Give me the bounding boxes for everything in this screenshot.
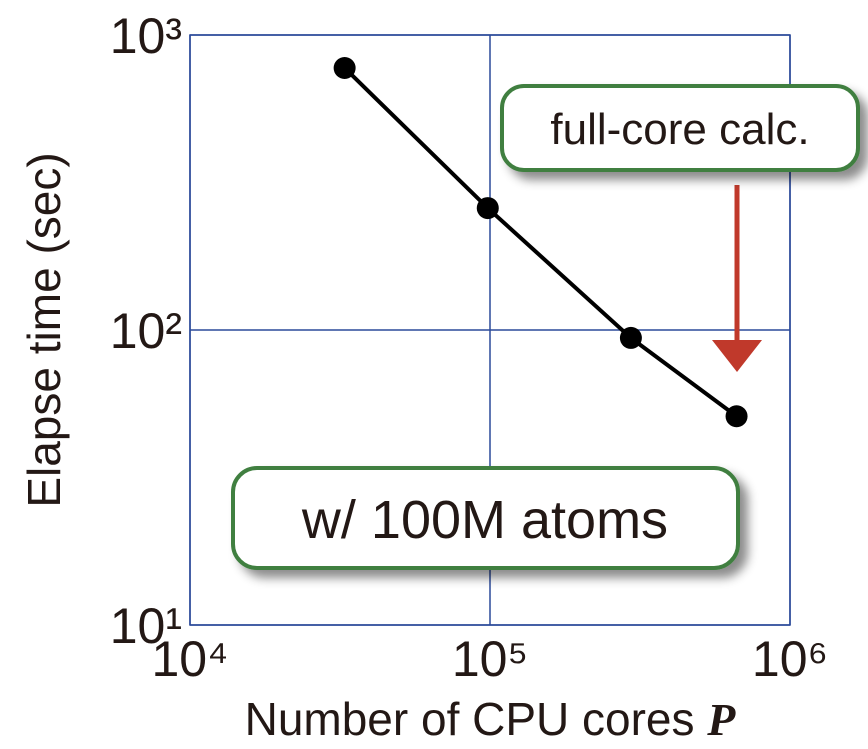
x-axis-label: Number of CPU cores P [245, 693, 737, 745]
annotation-box [500, 84, 860, 172]
legend-box [231, 466, 740, 570]
x-axis-label-text: Number of CPU cores [245, 693, 695, 745]
data-point [725, 405, 748, 428]
data-point [476, 197, 499, 220]
data-point [333, 56, 356, 79]
x-tick-label: 10⁴ [151, 631, 228, 687]
annotation: full-core calc. [550, 105, 809, 154]
arrow-head [712, 340, 762, 372]
y-tick-label: 10¹ [110, 598, 182, 654]
y-tick-label: 10³ [110, 8, 182, 64]
y-tick-label: 10² [110, 303, 182, 359]
x-tick-label: 10⁶ [752, 631, 828, 687]
legend-entry: w/ 100M atoms [301, 490, 668, 550]
x-axis-label-variable: P [706, 694, 736, 745]
y-axis-label: Elapse time (sec) [18, 152, 70, 507]
x-tick-label: 10⁵ [452, 631, 528, 687]
data-point [619, 326, 642, 349]
series-line [343, 66, 738, 418]
